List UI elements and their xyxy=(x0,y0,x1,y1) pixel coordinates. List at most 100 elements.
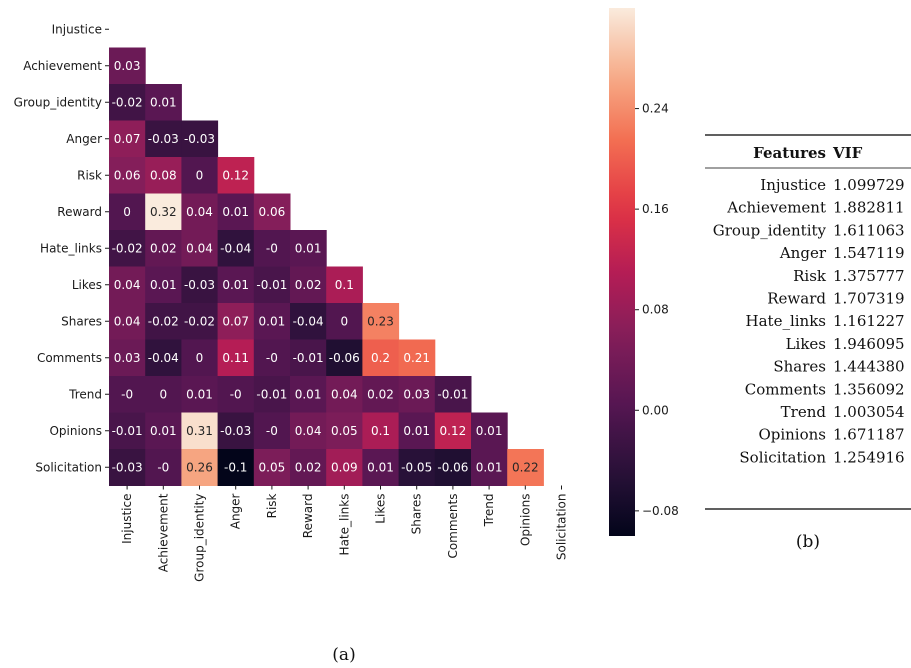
heatmap-cell xyxy=(217,193,255,231)
heatmap-value-label: 0.1 xyxy=(371,424,390,438)
heatmap-cell xyxy=(217,339,255,377)
heatmap-cell xyxy=(109,157,146,194)
table-header-features: Features xyxy=(753,144,826,162)
heatmap-value-label: 0.01 xyxy=(367,460,394,474)
heatmap-value-label: -0.06 xyxy=(329,351,360,365)
heatmap-cell xyxy=(145,230,182,267)
heatmap-cell xyxy=(398,449,436,486)
heatmap-cell xyxy=(217,376,255,413)
heatmap-value-label: 0 xyxy=(123,205,131,219)
heatmap-value-label: -0 xyxy=(266,241,278,255)
heatmap-cell xyxy=(253,339,291,377)
heatmap-cell xyxy=(181,412,219,450)
table-cell-vif: 1.003054 xyxy=(833,403,905,421)
heatmap-cell xyxy=(471,449,508,486)
table-cell-vif: 1.946095 xyxy=(833,335,905,353)
heatmap-cell xyxy=(181,376,219,413)
table-cell-vif: 1.161227 xyxy=(833,312,905,330)
table-cell-vif: 1.547119 xyxy=(833,244,905,262)
table-cell-vif: 1.611063 xyxy=(833,221,905,239)
heatmap-cell xyxy=(181,339,219,377)
heatmap-value-label: 0.02 xyxy=(295,460,322,474)
table-header-vif: VIF xyxy=(832,144,863,162)
heatmap-cell xyxy=(434,376,472,413)
heatmap-value-label: 0.32 xyxy=(150,205,177,219)
x-tick-label: Achievement xyxy=(156,493,170,572)
heatmap-cell xyxy=(290,339,327,377)
heatmap-value-label: 0.04 xyxy=(114,278,141,292)
heatmap-value-label: 0.01 xyxy=(186,387,213,401)
heatmap-value-label: -0.03 xyxy=(220,424,251,438)
heatmap-value-label: 0.23 xyxy=(367,314,394,328)
heatmap-value-label: 0.1 xyxy=(335,278,354,292)
heatmap-value-label: 0.06 xyxy=(114,168,141,182)
y-tick-label: Group_identity xyxy=(14,95,102,109)
heatmap-value-label: -0.03 xyxy=(112,460,143,474)
heatmap-value-label: 0.02 xyxy=(367,387,394,401)
heatmap-cell xyxy=(290,266,327,304)
table-cell-feature: Anger xyxy=(779,244,827,262)
heatmap-value-label: 0.01 xyxy=(295,387,322,401)
heatmap-cell xyxy=(471,412,508,450)
heatmap-value-label: -0.02 xyxy=(184,314,215,328)
heatmap-cell xyxy=(290,449,327,486)
heatmap-cell xyxy=(253,303,291,340)
heatmap-cell xyxy=(362,412,400,450)
heatmap-value-label: -0.04 xyxy=(220,241,251,255)
heatmap-cell xyxy=(398,412,436,450)
heatmap-cell xyxy=(181,193,219,231)
heatmap-value-label: 0.04 xyxy=(186,205,213,219)
heatmap-cell xyxy=(181,120,219,158)
heatmap-value-label: 0.08 xyxy=(150,168,177,182)
heatmap-cell xyxy=(109,230,146,267)
heatmap-value-label: 0.04 xyxy=(331,387,358,401)
heatmap-cell xyxy=(109,449,146,486)
heatmap-cell xyxy=(181,157,219,194)
table-cell-feature: Likes xyxy=(786,335,826,353)
heatmap-cell xyxy=(145,157,182,194)
heatmap-value-label: -0.02 xyxy=(148,314,179,328)
heatmap-value-label: 0 xyxy=(340,314,348,328)
table-cell-vif: 1.671187 xyxy=(833,426,905,444)
heatmap-cell xyxy=(217,266,255,304)
heatmap-cell xyxy=(326,303,363,340)
heatmap-value-label: -0.03 xyxy=(148,132,179,146)
heatmap-cell xyxy=(290,412,327,450)
heatmap-cell xyxy=(145,84,182,121)
heatmap-cell xyxy=(290,376,327,413)
table-cell-feature: Opinions xyxy=(758,426,826,444)
x-tick-label: Hate_links xyxy=(337,494,351,556)
heatmap-cell xyxy=(181,303,219,340)
x-tick-label: Trend xyxy=(482,493,496,527)
table-cell-feature: Achievement xyxy=(726,199,826,217)
heatmap-cell xyxy=(217,230,255,267)
heatmap-value-label: -0.01 xyxy=(256,278,287,292)
heatmap-cell xyxy=(434,412,472,450)
heatmap-value-label: 0 xyxy=(196,351,204,365)
table-cell-feature: Reward xyxy=(767,290,826,308)
heatmap-cell xyxy=(145,339,182,377)
heatmap-value-label: 0.09 xyxy=(331,460,358,474)
heatmap-value-label: -0 xyxy=(266,351,278,365)
heatmap-cell xyxy=(217,303,255,340)
heatmap-cell xyxy=(145,449,182,486)
heatmap-cell xyxy=(145,303,182,340)
heatmap-cell xyxy=(362,303,400,340)
heatmap-value-label: 0 xyxy=(159,387,167,401)
correlation-heatmap: 0.03 -0.02 0.01 0.07 -0.03 -0.03 0.06 0.08 0 0.12… xyxy=(14,22,569,582)
table-cell-vif: 1.356092 xyxy=(833,380,905,398)
heatmap-cell xyxy=(109,84,146,121)
heatmap-value-label: -0.04 xyxy=(293,314,324,328)
heatmap-cell xyxy=(109,120,146,158)
colorbar-tick-label: −0.08 xyxy=(642,504,679,518)
heatmap-cell xyxy=(326,412,363,450)
y-tick-label: Anger xyxy=(66,132,102,146)
table-cell-feature: Hate_links xyxy=(746,312,826,330)
x-tick-label: Comments xyxy=(446,494,460,559)
heatmap-cell xyxy=(181,230,219,267)
colorbar: 0.24 0.16 0.08 0.00 −0.08 xyxy=(609,8,679,536)
x-tick-label: Risk xyxy=(265,493,279,518)
heatmap-cell xyxy=(181,266,219,304)
table-cell-vif: 1.882811 xyxy=(833,199,905,217)
colorbar-tick-label: 0.00 xyxy=(642,403,669,417)
